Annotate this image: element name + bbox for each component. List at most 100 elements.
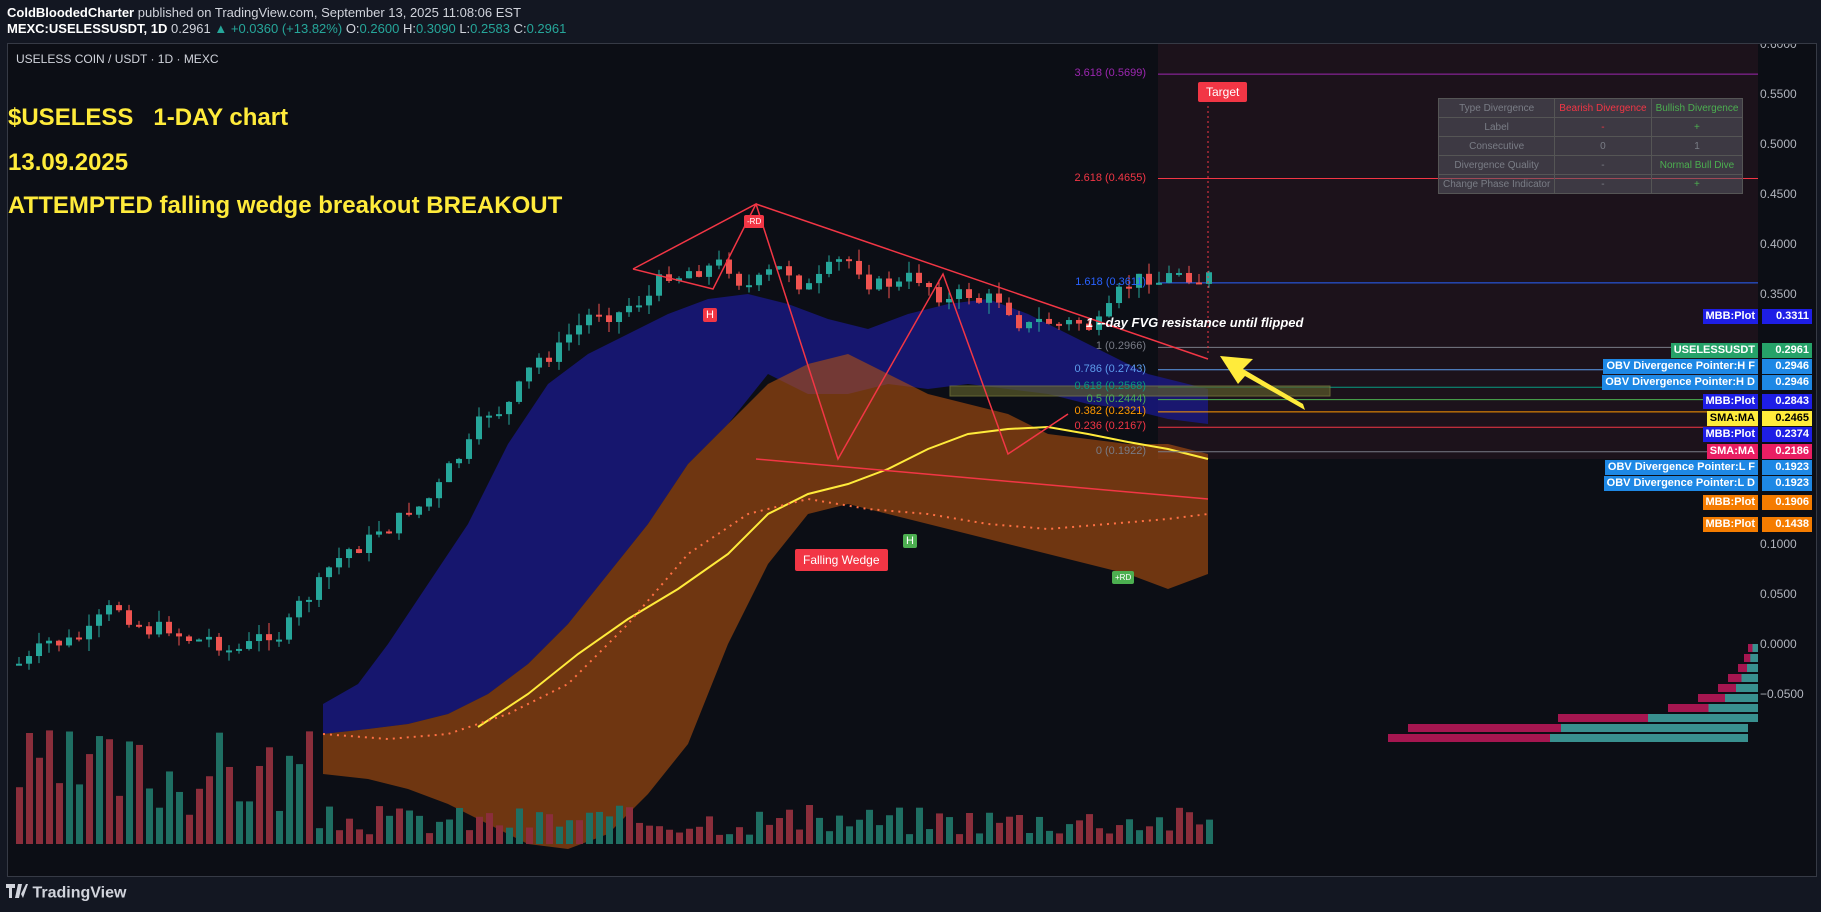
volume-bar xyxy=(486,813,493,844)
volume-bar xyxy=(176,791,183,844)
candle xyxy=(266,634,272,641)
candle xyxy=(1086,323,1092,330)
fvg-label: 1 --day FVG resistance until flipped xyxy=(1086,315,1304,330)
candle xyxy=(246,641,252,649)
candle xyxy=(826,261,832,274)
table-cell: Label xyxy=(1437,117,1556,137)
candle xyxy=(426,498,432,507)
price-tag-name: SMA:MA xyxy=(1706,411,1758,426)
price-change: ▲ +0.0360 (+13.82%) xyxy=(214,21,343,36)
volume-bar xyxy=(546,814,553,844)
volume-bar xyxy=(896,807,903,844)
volume-bar xyxy=(936,813,943,844)
volume-bar xyxy=(366,834,373,844)
candle xyxy=(486,415,492,418)
volume-profile-bar xyxy=(1747,664,1758,672)
candle xyxy=(616,312,622,323)
price-tag-name: MBB:Plot xyxy=(1702,427,1758,442)
candle xyxy=(586,314,592,326)
candle xyxy=(1066,320,1072,325)
volume-bar xyxy=(1166,830,1173,844)
volume-bar xyxy=(976,833,983,844)
volume-bar xyxy=(1176,807,1183,844)
close-label: C: xyxy=(513,21,527,36)
candle xyxy=(716,259,722,266)
price-tag-name: MBB:Plot xyxy=(1702,495,1758,510)
volume-bar xyxy=(126,741,133,844)
candle xyxy=(776,266,782,270)
candle xyxy=(406,512,412,515)
candle xyxy=(226,650,232,653)
fib-label: 3.618 (0.5699) xyxy=(1074,67,1146,80)
volume-bar xyxy=(686,828,693,844)
chart-pane[interactable]: USELESS COIN / USDT · 1D · MEXC $USELESS… xyxy=(7,43,1817,877)
volume-bar xyxy=(826,831,833,844)
ohlc-legend: MEXC:USELESSUSDT, 1D 0.2961 ▲ +0.0360 (+… xyxy=(7,21,566,36)
candle xyxy=(886,278,892,287)
tradingview-logo-icon[interactable] xyxy=(6,884,28,903)
candle xyxy=(696,271,702,277)
table-cell: 1 xyxy=(1650,136,1744,156)
volume-bar xyxy=(616,805,623,844)
volume-bar xyxy=(596,811,603,844)
volume-bar xyxy=(856,819,863,844)
volume-bar xyxy=(776,818,783,844)
candle xyxy=(516,381,522,402)
low-label: L: xyxy=(459,21,471,36)
price-tag-value: 0.2843 xyxy=(1762,394,1812,409)
volume-bar xyxy=(16,787,23,844)
volume-bar xyxy=(1106,833,1113,844)
volume-bar xyxy=(256,765,263,844)
volume-bar xyxy=(1016,815,1023,844)
table-cell: Change Phase Indicator xyxy=(1437,174,1556,194)
volume-bar xyxy=(106,739,113,844)
table-header-cell: Type Divergence xyxy=(1437,98,1556,118)
candle xyxy=(476,416,482,440)
volume-bar xyxy=(406,810,413,844)
volume-bar xyxy=(516,808,523,844)
candle xyxy=(156,621,162,635)
price-tag-name: OBV Divergence Pointer:H D xyxy=(1602,375,1758,390)
candle xyxy=(556,342,562,362)
volume-bar xyxy=(1006,816,1013,844)
volume-bar xyxy=(36,757,43,844)
volume-bar xyxy=(26,732,33,844)
volume-bar xyxy=(726,834,733,844)
volume-bar xyxy=(1086,814,1093,844)
volume-bar xyxy=(846,826,853,844)
volume-bar xyxy=(186,814,193,844)
volume-bar xyxy=(236,801,243,844)
candle xyxy=(646,295,652,306)
candle xyxy=(1206,272,1212,284)
tradingview-footer: TradingView xyxy=(6,884,126,906)
candle xyxy=(766,269,772,275)
candle xyxy=(26,656,32,664)
volume-bar xyxy=(756,811,763,844)
y-tick-label: 0.3500 xyxy=(1760,287,1797,301)
fib-label: 0.236 (0.2167) xyxy=(1074,420,1146,433)
sma-line xyxy=(477,425,1209,728)
author-name[interactable]: ColdBloodedCharter xyxy=(7,5,135,20)
headline-pattern: ATTEMPTED falling wedge breakout BREAKOU… xyxy=(8,192,563,219)
candle xyxy=(386,531,392,534)
y-tick-label: 0.0000 xyxy=(1760,637,1797,651)
table-cell: + xyxy=(1650,174,1744,194)
candle xyxy=(76,637,82,640)
fib-label: 1 (0.2966) xyxy=(1095,340,1146,353)
candle xyxy=(536,357,542,368)
volume-bars xyxy=(16,730,1213,844)
table-row: Label - + xyxy=(1437,117,1744,137)
volume-bar xyxy=(226,766,233,844)
candle xyxy=(146,626,152,635)
candle xyxy=(856,260,862,275)
table-row: Change Phase Indicator - + xyxy=(1437,174,1744,194)
candle xyxy=(136,624,142,627)
candle xyxy=(1016,315,1022,329)
price-tag-name: SMA:MA xyxy=(1706,444,1758,459)
candle xyxy=(16,663,22,666)
price-tag-value: 0.1438 xyxy=(1762,517,1812,532)
volume-bar xyxy=(1096,828,1103,844)
table-cell: - xyxy=(1554,117,1652,137)
brand-name[interactable]: TradingView xyxy=(32,884,127,902)
candle xyxy=(606,315,612,323)
